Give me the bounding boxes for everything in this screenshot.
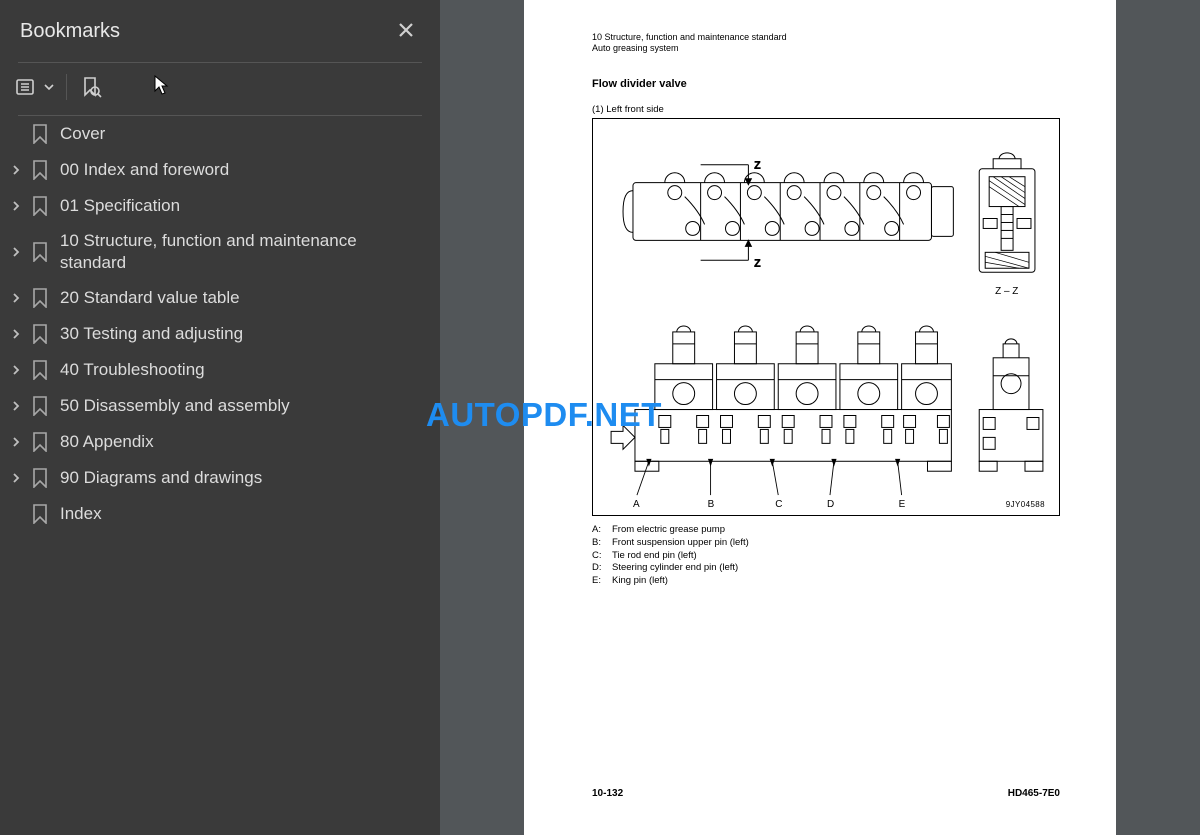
expand-icon[interactable]	[8, 244, 24, 260]
legend-row: E: King pin (left)	[592, 575, 749, 588]
legend-text: King pin (left)	[612, 575, 668, 588]
expand-icon[interactable]	[8, 362, 24, 378]
bookmark-item[interactable]: 20 Standard value table	[4, 280, 430, 316]
bookmark-icon	[30, 124, 50, 144]
bookmark-label: 20 Standard value table	[60, 287, 240, 309]
cursor-icon	[154, 75, 170, 102]
legend-row: B: Front suspension upper pin (left)	[592, 537, 749, 550]
bookmark-icon	[30, 160, 50, 180]
svg-text:C: C	[775, 499, 782, 510]
bookmark-icon	[30, 242, 50, 262]
bookmark-label: 40 Troubleshooting	[60, 359, 205, 381]
bookmark-label: 80 Appendix	[60, 431, 154, 453]
bookmark-label: 50 Disassembly and assembly	[60, 395, 290, 417]
bookmark-item[interactable]: 30 Testing and adjusting	[4, 316, 430, 352]
bookmark-label: 30 Testing and adjusting	[60, 323, 243, 345]
bookmark-label: Cover	[60, 123, 105, 145]
bookmark-item[interactable]: 01 Specification	[4, 188, 430, 224]
bookmark-icon	[30, 468, 50, 488]
bookmarks-panel: Bookmarks	[0, 0, 440, 835]
bookmark-icon	[30, 432, 50, 452]
expand-icon[interactable]	[8, 290, 24, 306]
model-code: HD465-7E0	[1008, 788, 1060, 799]
pdf-page: 10 Structure, function and maintenance s…	[524, 0, 1116, 835]
section-title: Flow divider valve	[592, 78, 687, 90]
section-label: Z – Z	[995, 286, 1018, 297]
bookmark-icon	[30, 288, 50, 308]
expand-icon[interactable]	[8, 434, 24, 450]
legend-row: C: Tie rod end pin (left)	[592, 550, 749, 563]
legend-key: A:	[592, 524, 612, 537]
bookmark-item[interactable]: 50 Disassembly and assembly	[4, 388, 430, 424]
legend-key: E:	[592, 575, 612, 588]
bookmark-icon	[30, 396, 50, 416]
bookmark-item[interactable]: 10 Structure, function and maintenance s…	[4, 224, 430, 280]
bookmark-item[interactable]: 40 Troubleshooting	[4, 352, 430, 388]
page-number: 10-132	[592, 788, 623, 799]
close-icon[interactable]	[392, 14, 420, 48]
legend-row: D: Steering cylinder end pin (left)	[592, 562, 749, 575]
options-icon[interactable]	[14, 73, 42, 101]
legend-key: C:	[592, 550, 612, 563]
bookmark-item[interactable]: Cover	[4, 116, 430, 152]
bookmark-label: Index	[60, 503, 102, 525]
expand-icon[interactable]	[8, 398, 24, 414]
bookmark-icon	[30, 360, 50, 380]
bookmarks-title: Bookmarks	[20, 20, 120, 43]
bookmark-item[interactable]: Index	[4, 496, 430, 532]
svg-text:B: B	[708, 499, 715, 510]
figure-code: 9JY04588	[1006, 500, 1045, 509]
legend-row: A: From electric grease pump	[592, 524, 749, 537]
bookmark-item[interactable]: 90 Diagrams and drawings	[4, 460, 430, 496]
bookmarks-toolbar	[0, 63, 440, 109]
header-line-2: Auto greasing system	[592, 43, 787, 54]
expand-icon[interactable]	[8, 198, 24, 214]
subsection-label: (1) Left front side	[592, 104, 664, 115]
svg-text:E: E	[899, 499, 906, 510]
bookmark-item[interactable]: 00 Index and foreword	[4, 152, 430, 188]
legend-text: From electric grease pump	[612, 524, 725, 537]
bookmarks-list: Cover 00 Index and foreword 01 Specifica…	[0, 116, 440, 536]
expand-icon[interactable]	[8, 162, 24, 178]
legend-key: B:	[592, 537, 612, 550]
bookmark-label: 00 Index and foreword	[60, 159, 229, 181]
svg-text:Z: Z	[754, 161, 760, 172]
document-viewport[interactable]: AUTOPDF.NET 10 Structure, function and m…	[440, 0, 1200, 835]
legend-text: Front suspension upper pin (left)	[612, 537, 749, 550]
chevron-down-icon[interactable]	[42, 73, 56, 101]
technical-diagram: Z Z	[592, 118, 1060, 516]
svg-text:Z: Z	[754, 258, 760, 269]
legend-key: D:	[592, 562, 612, 575]
find-bookmark-icon[interactable]	[77, 73, 105, 101]
bookmark-label: 90 Diagrams and drawings	[60, 467, 262, 489]
legend: A: From electric grease pump B: Front su…	[592, 524, 749, 588]
svg-text:A: A	[633, 499, 640, 510]
expand-icon[interactable]	[8, 470, 24, 486]
bookmarks-header: Bookmarks	[0, 0, 440, 56]
legend-text: Steering cylinder end pin (left)	[612, 562, 738, 575]
toolbar-separator	[66, 74, 67, 100]
bookmark-item[interactable]: 80 Appendix	[4, 424, 430, 460]
legend-text: Tie rod end pin (left)	[612, 550, 697, 563]
expand-icon[interactable]	[8, 326, 24, 342]
page-header: 10 Structure, function and maintenance s…	[592, 32, 787, 55]
svg-text:D: D	[827, 499, 834, 510]
bookmark-icon	[30, 324, 50, 344]
header-line-1: 10 Structure, function and maintenance s…	[592, 32, 787, 43]
bookmark-label: 01 Specification	[60, 195, 180, 217]
bookmark-icon	[30, 196, 50, 216]
bookmark-label: 10 Structure, function and maintenance s…	[60, 230, 426, 274]
bookmark-icon	[30, 504, 50, 524]
